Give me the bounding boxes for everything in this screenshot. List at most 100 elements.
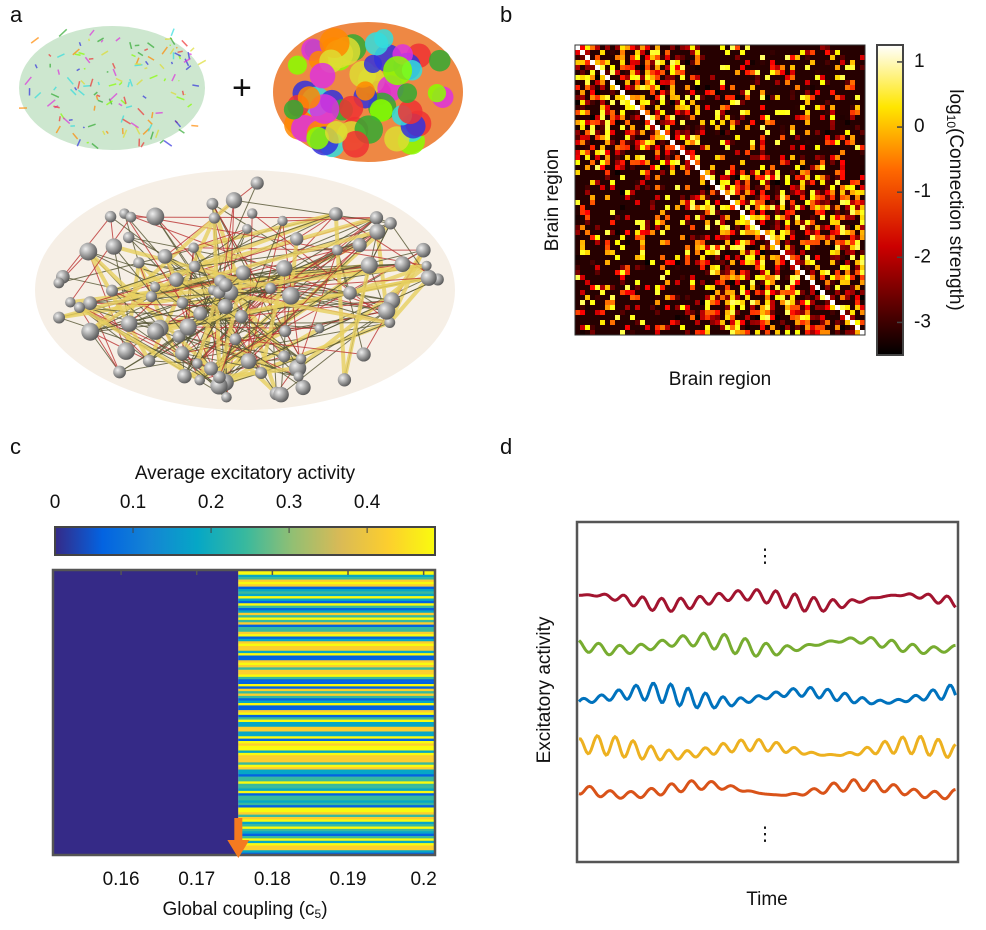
heatmap-cell — [800, 165, 806, 171]
heatmap-cell — [705, 50, 711, 56]
heatmap-cell — [705, 275, 711, 281]
heatmap-cell — [705, 140, 711, 146]
heatmap-cell — [830, 245, 836, 251]
activity-row — [238, 771, 435, 775]
heatmap-cell — [840, 140, 846, 146]
heatmap-cell — [575, 45, 581, 51]
heatmap-cell — [715, 280, 721, 286]
heatmap-cell — [855, 150, 861, 156]
heatmap-cell — [825, 65, 831, 71]
heatmap-cell — [600, 230, 606, 236]
heatmap-cell — [645, 315, 651, 321]
heatmap-cell — [755, 180, 761, 186]
heatmap-cell — [590, 320, 596, 326]
heatmap-cell — [700, 305, 706, 311]
heatmap-cell — [795, 290, 801, 296]
heatmap-cell — [750, 245, 756, 251]
heatmap-cell — [755, 45, 761, 51]
fiber — [144, 48, 149, 52]
heatmap-cell — [580, 255, 586, 261]
heatmap-cell — [845, 200, 851, 206]
edge — [270, 277, 429, 289]
heatmap-cell — [630, 200, 636, 206]
panel-b: log10(Connection strength) Brain region … — [542, 44, 966, 390]
heatmap-cell — [640, 180, 646, 186]
heatmap-cell — [665, 235, 671, 241]
node — [150, 281, 161, 293]
heatmap-cell — [580, 70, 586, 76]
y-axis-label: Excitatory activity — [534, 616, 555, 763]
heatmap-cell — [580, 250, 586, 256]
heatmap-cell — [640, 85, 646, 91]
heatmap-cell — [745, 315, 751, 321]
heatmap-cell — [605, 135, 611, 141]
heatmap-cell — [810, 85, 816, 91]
heatmap-cell — [675, 55, 681, 61]
heatmap-cell — [690, 210, 696, 216]
heatmap-cell — [605, 180, 611, 186]
heatmap-cell — [835, 75, 841, 81]
heatmap-cell — [815, 315, 821, 321]
heatmap-cell — [655, 70, 661, 76]
heatmap-cell — [860, 165, 866, 171]
heatmap-cell — [815, 150, 821, 156]
heatmap-cell — [690, 130, 696, 136]
heatmap-cell — [615, 280, 621, 286]
colorbar-tick-label: -3 — [914, 311, 931, 332]
heatmap-cell — [830, 180, 836, 186]
heatmap-cell — [680, 295, 686, 301]
heatmap-cell — [600, 45, 606, 51]
heatmap-cell — [595, 60, 601, 66]
heatmap-cell — [805, 170, 811, 176]
heatmap-cell — [725, 170, 731, 176]
heatmap-cell — [740, 95, 746, 101]
fiber — [106, 100, 113, 106]
heatmap-cell — [765, 240, 771, 246]
heatmap-cell — [655, 275, 661, 281]
fiber — [181, 90, 185, 96]
heatmap-cell — [800, 320, 806, 326]
heatmap-cell — [735, 225, 741, 231]
fiber — [55, 125, 61, 134]
heatmap-cell — [790, 190, 796, 196]
heatmap-cell — [590, 140, 596, 146]
heatmap-cell — [850, 80, 856, 86]
heatmap-cell — [780, 95, 786, 101]
heatmap-cell — [850, 315, 856, 321]
heatmap-cell — [575, 115, 581, 121]
heatmap-cell — [665, 145, 671, 151]
heatmap-cell — [695, 50, 701, 56]
heatmap-cell — [785, 265, 791, 271]
heatmap-cell — [805, 285, 811, 291]
heatmap-cell — [830, 225, 836, 231]
heatmap-cell — [670, 275, 676, 281]
heatmap-cell — [640, 170, 646, 176]
heatmap-cell — [680, 80, 686, 86]
heatmap-cell — [600, 60, 606, 66]
heatmap-cell — [740, 125, 746, 131]
heatmap-cell — [810, 275, 816, 281]
heatmap-cell — [665, 50, 671, 56]
heatmap-cell — [840, 250, 846, 256]
heatmap-cell — [640, 125, 646, 131]
heatmap-cell — [735, 310, 741, 316]
heatmap-cell — [655, 85, 661, 91]
heatmap-cell — [685, 120, 691, 126]
heatmap-cell — [835, 275, 841, 281]
heatmap-cell — [580, 275, 586, 281]
heatmap-cell — [620, 290, 626, 296]
heatmap-cell — [835, 110, 841, 116]
heatmap-cell — [660, 270, 666, 276]
heatmap-cell — [650, 45, 656, 51]
heatmap-cell — [580, 180, 586, 186]
node — [120, 315, 138, 332]
heatmap-cell — [675, 275, 681, 281]
heatmap-cell — [600, 305, 606, 311]
heatmap-cell — [610, 305, 616, 311]
heatmap-cell — [750, 175, 756, 181]
heatmap-cell — [785, 140, 791, 146]
heatmap-cell — [675, 50, 681, 56]
heatmap-cell — [590, 205, 596, 211]
heatmap-cell — [670, 315, 676, 321]
heatmap-cell — [695, 75, 701, 81]
